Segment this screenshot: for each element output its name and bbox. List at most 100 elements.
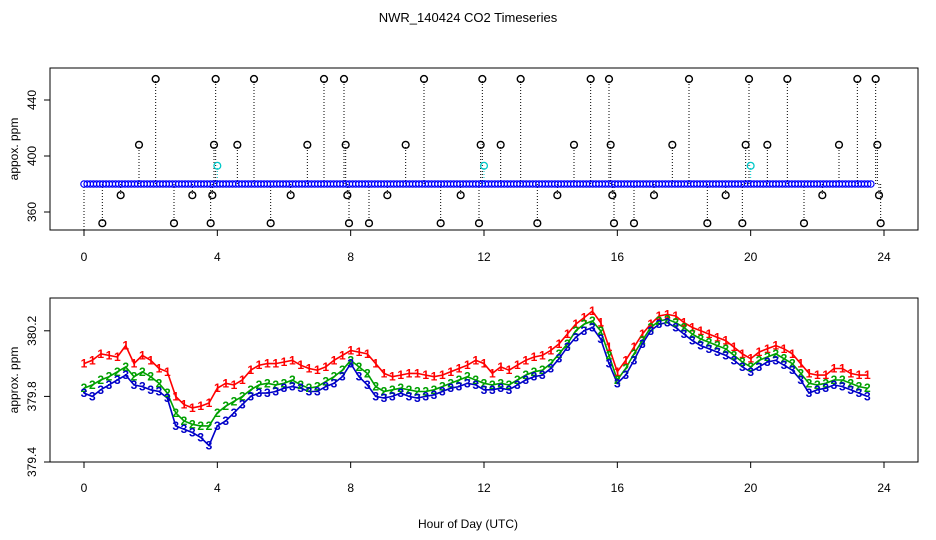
series-1-marker: 1 [639,327,646,341]
series-1-marker: 1 [622,353,629,367]
series-1-marker: 1 [281,355,288,369]
series-1-marker: 1 [422,368,429,382]
outlier-point [553,191,562,200]
series-1-marker: 1 [156,362,163,376]
series-1-marker: 1 [806,366,813,380]
outlier-point [533,219,542,228]
series-2-marker: 2 [664,312,671,326]
series-1-marker: 1 [597,316,604,330]
series-3-marker: 3 [522,373,529,387]
series-2-marker: 2 [331,370,338,384]
series-3-marker: 3 [614,376,621,390]
series-3-marker: 3 [597,332,604,346]
outlier-point [303,140,312,149]
series-1-marker: 1 [314,363,321,377]
outlier-point [496,140,505,149]
series-1-marker: 1 [147,353,154,367]
outlier-point [569,140,579,149]
series-1-marker: 1 [481,357,488,371]
series-1-marker: 1 [372,357,379,371]
outlier-point [799,219,809,228]
outlier-point [783,74,792,84]
series-3-marker: 3 [864,389,871,403]
series-1-marker: 1 [306,362,313,376]
x-axis-label: Hour of Day (UTC) [418,517,518,531]
series-3-marker: 3 [747,365,754,379]
series-3-marker: 3 [439,385,446,399]
series-2-marker: 2 [797,366,804,380]
series-2-marker: 2 [497,376,504,390]
series-1-marker: 1 [531,350,538,364]
series-1-marker: 1 [447,365,454,379]
series-2-marker: 2 [464,370,471,384]
series-1-marker: 1 [214,381,221,395]
series-3-marker: 3 [756,360,763,374]
outlier-point [249,74,259,84]
series-2-marker: 2 [581,317,588,331]
series-3-marker: 3 [397,386,404,400]
series-2-marker: 2 [772,347,779,361]
series-1-marker: 1 [772,339,779,353]
series-1-marker: 1 [764,342,771,356]
series-3-marker: 3 [722,348,729,362]
x-tick-label: 4 [214,481,221,495]
series-2-marker: 2 [614,373,621,387]
x-tick-label: 8 [347,481,354,495]
outlier-point [364,219,374,228]
outlier-point [211,74,220,84]
series-2-marker: 2 [714,339,721,353]
series-2-marker: 2 [139,365,146,379]
series-2-marker: 2 [397,381,404,395]
y-tick-label: 379.4 [25,447,39,477]
series-3-marker: 3 [322,380,329,394]
series-2-marker: 2 [839,373,846,387]
series-3-marker: 3 [464,376,471,390]
series-2-marker: 2 [539,363,546,377]
series-2-marker: 2 [472,373,479,387]
series-3-marker: 3 [506,383,513,397]
series-3-marker: 3 [281,381,288,395]
series-2-marker: 2 [214,406,221,420]
x-tick-label: 8 [347,250,354,264]
series-1-marker: 1 [197,399,204,413]
outlier-point [586,74,595,84]
series-3-marker: 3 [422,389,429,403]
series-3-marker: 3 [631,353,638,367]
series-3-marker: 3 [781,358,788,372]
series-1-marker: 1 [681,316,688,330]
series-3-marker: 3 [606,357,613,371]
series-2-marker: 2 [456,373,463,387]
series-2-marker: 2 [239,389,246,403]
top-y-axis-label: appox. ppm [7,118,21,181]
series-2-marker: 2 [414,385,421,399]
y-tick-label: 379.8 [25,381,39,411]
series-2-marker: 2 [97,373,104,387]
series-2-marker: 2 [389,383,396,397]
series-3-marker: 3 [797,373,804,387]
series-3-marker: 3 [831,378,838,392]
series-3-marker: 3 [656,317,663,331]
series-1-marker: 1 [589,304,596,318]
series-2-marker: 2 [531,365,538,379]
outlier-point [436,219,445,228]
outlier-point [344,219,354,228]
series-2-marker: 2 [439,380,446,394]
series-1-marker: 1 [356,345,363,359]
outlier-point [873,140,882,149]
series-2-marker: 2 [606,348,613,362]
series-3-marker: 3 [697,339,704,353]
outlier-point [668,140,677,149]
outlier-point [339,74,349,84]
series-2-marker: 2 [122,360,129,374]
series-2-marker: 2 [514,373,521,387]
series-1-marker: 1 [206,396,213,410]
series-1-marker: 1 [564,327,571,341]
series-2-marker: 2 [314,380,321,394]
series-1-marker: 1 [289,353,296,367]
series-3-marker: 3 [164,391,171,405]
blue-point [863,180,872,188]
series-1-marker: 1 [739,347,746,361]
cyan-point [746,161,755,170]
series-2-marker: 2 [764,350,771,364]
